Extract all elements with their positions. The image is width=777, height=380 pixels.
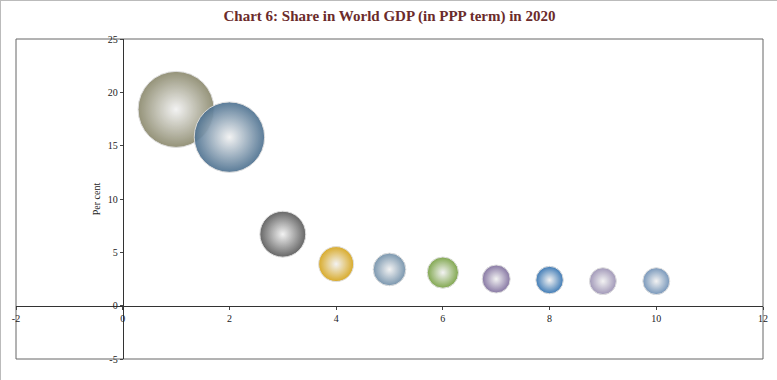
svg-text:25: 25 bbox=[108, 34, 118, 45]
svg-text:6: 6 bbox=[440, 313, 445, 324]
svg-text:-5: -5 bbox=[109, 354, 117, 365]
svg-text:-2: -2 bbox=[12, 313, 20, 324]
svg-text:5: 5 bbox=[113, 247, 118, 258]
svg-text:Per cent: Per cent bbox=[91, 183, 102, 216]
svg-text:0: 0 bbox=[113, 300, 118, 311]
svg-text:8: 8 bbox=[547, 313, 552, 324]
svg-text:0: 0 bbox=[120, 313, 125, 324]
svg-text:2: 2 bbox=[227, 313, 232, 324]
svg-text:Chart 6: Share in World GDP (i: Chart 6: Share in World GDP (in PPP term… bbox=[224, 8, 556, 25]
svg-text:20: 20 bbox=[108, 87, 118, 98]
svg-text:12: 12 bbox=[758, 313, 768, 324]
svg-text:10: 10 bbox=[651, 313, 661, 324]
svg-text:4: 4 bbox=[334, 313, 339, 324]
svg-text:15: 15 bbox=[108, 140, 118, 151]
svg-text:10: 10 bbox=[108, 194, 118, 205]
